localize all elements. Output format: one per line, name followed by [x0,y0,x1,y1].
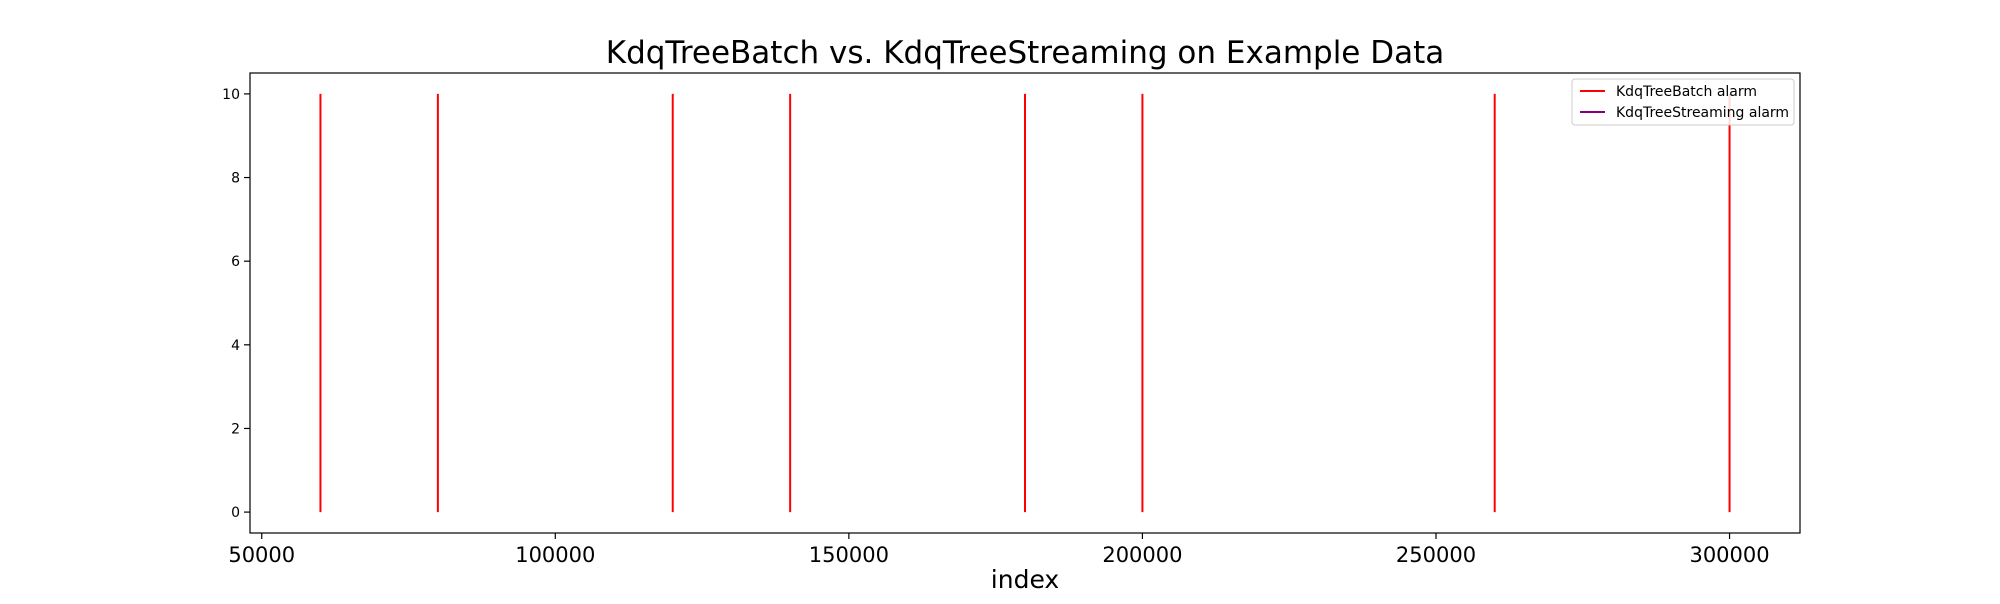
x-tick-label: 200000 [1102,543,1182,567]
x-tick-label: 50000 [228,543,295,567]
legend-label-kdqtreebatch: KdqTreeBatch alarm [1616,84,1757,100]
y-tick-label: 8 [231,171,240,187]
series-layer [319,93,1731,513]
x-axis-label: index [991,565,1059,594]
x-tick-label: 100000 [515,543,595,567]
y-tick-label: 10 [222,87,240,103]
y-axis-ticks: 0 2 4 6 8 10 [222,87,250,521]
y-tick-label: 0 [231,505,240,521]
legend-label-kdqtreestreaming: KdqTreeStreaming alarm [1616,105,1789,121]
y-tick-label: 4 [231,338,240,354]
x-tick-label: 250000 [1396,543,1476,567]
y-tick-label: 2 [231,421,240,437]
chart-title: KdqTreeBatch vs. KdqTreeStreaming on Exa… [606,35,1445,71]
y-tick-label: 6 [231,254,240,270]
legend: KdqTreeBatch alarm KdqTreeStreaming alar… [1571,78,1795,126]
legend-box [1571,78,1795,126]
x-tick-label: 300000 [1689,543,1769,567]
x-axis-ticks: 50000 100000 150000 200000 250000 300000 [228,533,1770,567]
x-tick-label: 150000 [809,543,889,567]
